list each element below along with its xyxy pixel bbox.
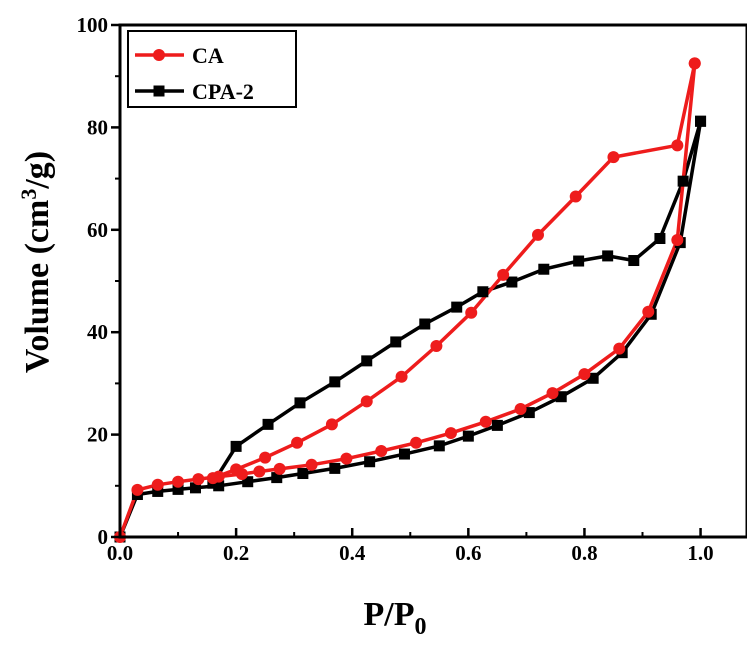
series-cpa2-point xyxy=(361,355,373,367)
series-ca-point xyxy=(325,418,338,431)
series-ca-point xyxy=(613,342,626,355)
series-cpa2-point xyxy=(677,175,689,187)
series-ca-point xyxy=(497,268,510,281)
series-cpa2-point xyxy=(477,286,489,298)
series-ca-point xyxy=(688,57,701,70)
y-tick-label: 0 xyxy=(98,525,109,549)
series-cpa2-point xyxy=(695,115,707,127)
series-cpa2-point xyxy=(433,440,445,452)
series-cpa2-point xyxy=(451,301,463,313)
series-ca-point xyxy=(151,478,164,491)
series-cpa2-point xyxy=(213,480,225,492)
series-ca-point xyxy=(273,462,286,475)
series-ca-point xyxy=(305,458,318,471)
series-cpa2-point xyxy=(152,485,164,497)
series-ca-adsorption-line xyxy=(118,63,697,538)
x-tick-label: 0.0 xyxy=(107,541,133,565)
series-cpa2-point xyxy=(271,472,283,484)
legend-cpa2-marker xyxy=(153,85,165,97)
x-tick-label: 0.2 xyxy=(223,541,249,565)
series-cpa2-point xyxy=(654,233,666,245)
x-axis-title: P/P0 xyxy=(364,596,427,640)
series-ca-point xyxy=(410,436,423,449)
series-cpa2-point xyxy=(506,276,518,288)
series-cpa2-point xyxy=(297,468,309,480)
series-ca-point xyxy=(430,340,443,353)
series-cpa2-point xyxy=(491,419,503,431)
series-ca-point xyxy=(131,483,144,496)
y-tick-label: 60 xyxy=(87,218,108,242)
series-cpa2-point xyxy=(555,391,567,403)
series-cpa2-point xyxy=(172,483,184,495)
series-ca-point xyxy=(671,234,684,247)
series-cpa2-point xyxy=(390,336,402,348)
series-cpa2-point xyxy=(419,318,431,330)
y-tick-label: 80 xyxy=(87,115,108,139)
series-cpa2-point xyxy=(523,407,535,419)
y-tick-label: 100 xyxy=(77,13,109,37)
series-ca-point xyxy=(192,473,205,486)
series-cpa2-point xyxy=(189,482,201,494)
legend-ca-marker xyxy=(153,49,165,61)
series-cpa2-point xyxy=(242,476,254,488)
series-ca-point xyxy=(206,472,219,485)
y-tick-label: 40 xyxy=(87,320,108,344)
series-cpa2-point xyxy=(587,372,599,384)
series-ca-point xyxy=(253,465,266,478)
legend: CA CPA-2 xyxy=(127,30,297,108)
series-ca-point xyxy=(291,436,304,449)
x-tick-label: 1.0 xyxy=(687,541,713,565)
plot-lines xyxy=(118,63,703,538)
series-ca-point xyxy=(642,305,655,318)
series-ca-point xyxy=(340,452,353,465)
series-ca-point xyxy=(465,306,478,319)
series-cpa2-point xyxy=(262,418,274,430)
x-tick-label: 0.8 xyxy=(571,541,597,565)
series-ca-point xyxy=(259,451,272,464)
series-cpa2-point xyxy=(602,250,614,262)
legend-ca-label: CA xyxy=(192,43,224,68)
series-cpa2-point xyxy=(538,263,550,275)
series-cpa2-adsorption-line xyxy=(118,121,703,538)
series-ca-desorption-line xyxy=(212,63,697,480)
series-cpa2-point xyxy=(329,376,341,388)
series-cpa2-point xyxy=(462,430,474,442)
series-ca-point xyxy=(671,139,684,152)
series-ca-point xyxy=(360,395,373,408)
series-ca-point xyxy=(230,463,243,476)
x-tick-label: 0.6 xyxy=(455,541,481,565)
series-cpa2-point xyxy=(398,448,410,460)
y-axis-title: Volume (cm3/g) xyxy=(16,151,56,373)
series-cpa2-point xyxy=(230,440,242,452)
series-ca-point xyxy=(375,444,388,457)
series-ca-point xyxy=(546,387,559,400)
x-axis-ticks: 0.0 0.2 0.4 0.6 0.8 1.0 xyxy=(107,528,714,565)
series-cpa2-point xyxy=(628,255,640,267)
series-ca-point xyxy=(395,370,408,383)
series-ca-point xyxy=(569,190,582,203)
series-ca-point xyxy=(444,427,457,440)
series-cpa2-point xyxy=(364,456,376,468)
series-ca-point xyxy=(172,475,185,488)
legend-cpa2-label: CPA-2 xyxy=(192,79,254,104)
series-ca-point xyxy=(514,403,527,415)
x-tick-label: 0.4 xyxy=(339,541,366,565)
series-cpa2-point xyxy=(294,397,306,409)
y-axis-ticks: 0 20 40 60 80 100 xyxy=(77,13,120,549)
series-cpa2-point xyxy=(329,462,341,474)
plot-markers xyxy=(114,57,707,543)
series-ca-point xyxy=(607,151,620,164)
series-ca-point xyxy=(578,368,591,381)
series-ca-point xyxy=(532,228,544,241)
series-cpa2-point xyxy=(573,255,585,267)
series-ca-point xyxy=(479,415,492,428)
y-tick-label: 20 xyxy=(87,423,108,447)
